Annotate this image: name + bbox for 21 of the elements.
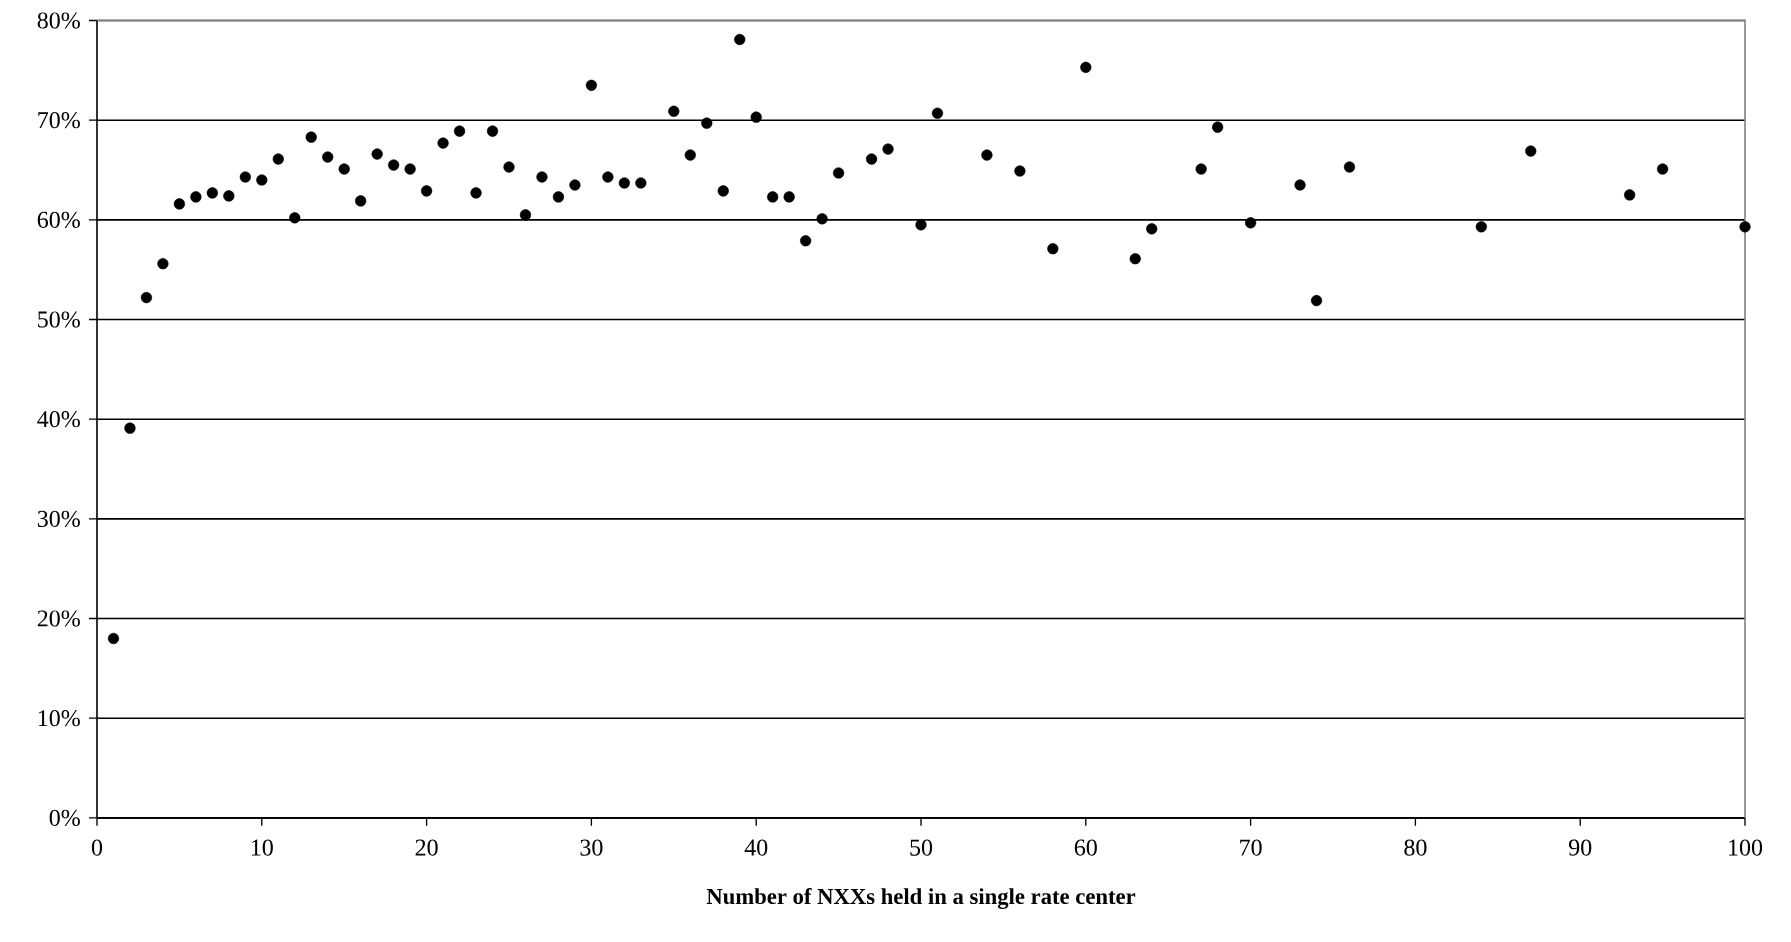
y-tick-label: 10% [38,710,80,727]
y-tick-label: 70% [38,112,80,129]
y-tick-label: 80% [37,12,80,29]
x-tick-label: 70 [1240,839,1262,856]
x-tick-label: 100 [1729,839,1763,856]
x-tick-label: 20 [415,839,438,856]
y-tick-label: 40% [37,411,80,428]
x-tick-label: 60 [1074,839,1097,856]
x-tick-label: 0 [91,839,103,856]
x-tick-label: 10 [251,839,273,856]
y-tick-label: 30% [37,510,80,527]
y-tick-label: 50% [38,311,80,328]
x-tick-label: 50 [910,839,933,856]
x-tick-label: 30 [580,839,603,856]
y-tick-label: 0% [49,809,80,826]
x-tick-label: 40 [744,839,768,856]
y-tick-label: 20% [37,610,80,627]
x-tick-label: 80 [1404,839,1427,856]
x-tick-label: 90 [1568,839,1592,856]
x-axis-title: Number of NXXs held in a single rate center [706,887,1136,909]
y-tick-label: 60% [37,211,80,228]
